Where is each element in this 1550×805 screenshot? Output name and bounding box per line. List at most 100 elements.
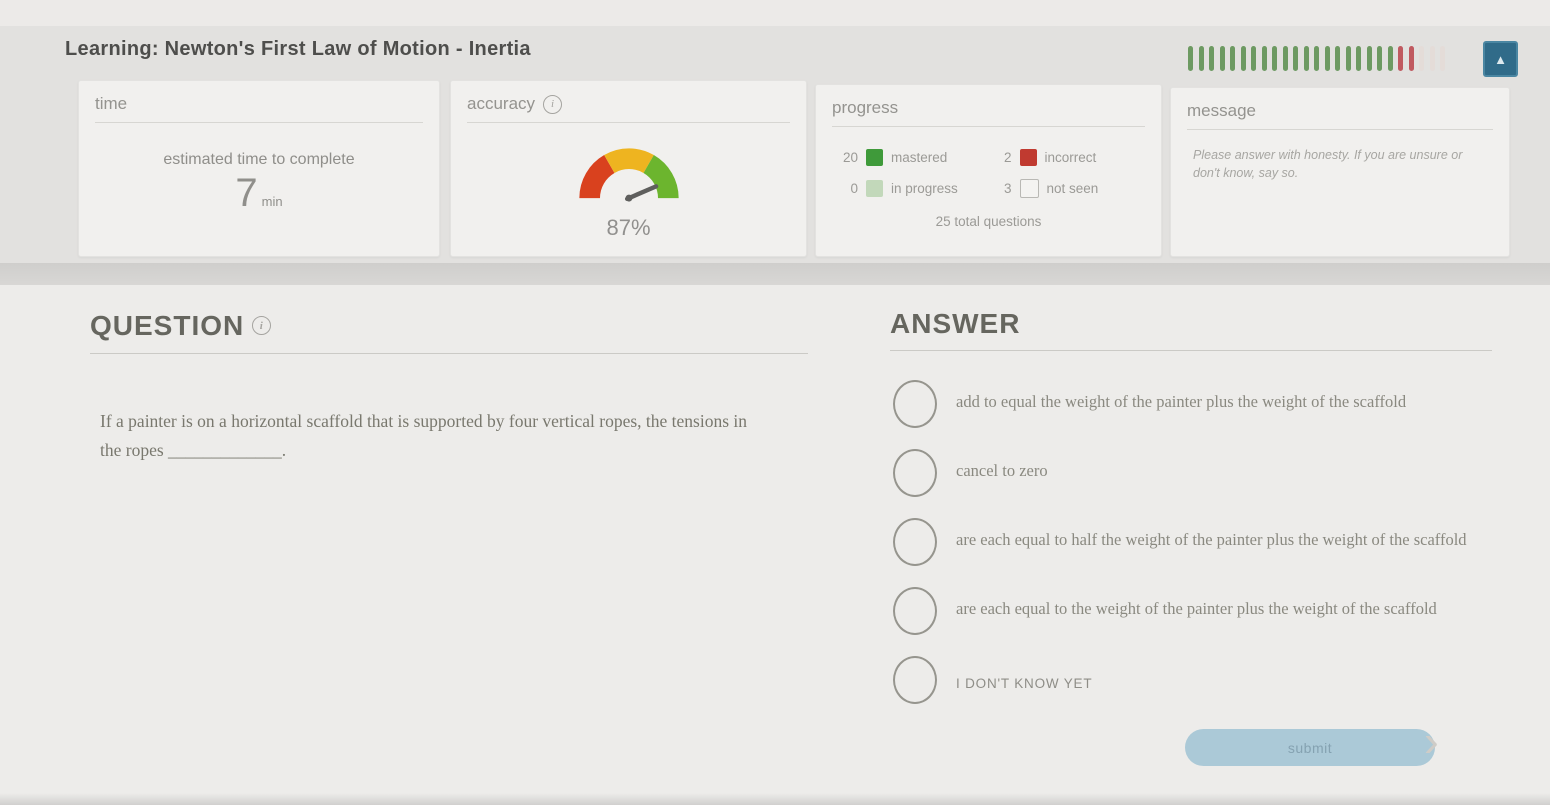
not-seen-label: not seen xyxy=(1046,181,1099,196)
tick-mastered xyxy=(1293,46,1298,71)
question-text: If a painter is on a horizontal scaffold… xyxy=(100,411,748,460)
progress-stat-incorrect: 2 incorrect xyxy=(996,149,1144,166)
time-caption: estimated time to complete xyxy=(163,151,355,168)
tick-mastered xyxy=(1240,46,1246,71)
radio-circle-icon[interactable] xyxy=(893,380,937,428)
tick-mastered xyxy=(1272,46,1277,71)
answer-option-label: cancel to zero xyxy=(956,461,1048,480)
tick-mastered xyxy=(1324,46,1330,71)
collapse-panel-button[interactable]: ▲ xyxy=(1483,41,1518,77)
tick-mastered xyxy=(1251,46,1256,71)
tick-mastered xyxy=(1230,46,1235,71)
answer-option-label: are each equal to the weight of the pain… xyxy=(956,599,1437,618)
mastered-swatch xyxy=(866,149,883,166)
tick-mastered xyxy=(1356,46,1361,71)
radio-circle-icon[interactable] xyxy=(893,587,937,635)
message-card-label: message xyxy=(1187,101,1256,120)
time-card-header: time xyxy=(95,94,423,123)
answer-option-1[interactable]: add to equal the weight of the painter p… xyxy=(893,380,1493,428)
time-number: 7 xyxy=(235,171,258,215)
section-divider xyxy=(0,263,1550,285)
tick-mastered xyxy=(1303,46,1309,71)
main-section: QUESTION i If a painter is on a horizont… xyxy=(0,285,1550,805)
tick-mastered xyxy=(1198,46,1204,71)
accuracy-card-header: accuracy i xyxy=(467,94,790,123)
progress-stat-in-progress: 0 in progress xyxy=(842,179,990,198)
submit-button[interactable]: submit xyxy=(1185,729,1435,766)
time-value: 7 min xyxy=(79,171,439,216)
in-progress-label: in progress xyxy=(891,181,958,196)
mastered-label: mastered xyxy=(891,150,948,165)
progress-card-label: progress xyxy=(832,98,899,117)
accuracy-card: accuracy i 87% xyxy=(450,80,807,257)
tick-mastered xyxy=(1219,46,1225,71)
answer-option-label: I DON'T KNOW YET xyxy=(956,676,1093,691)
answer-option-label: add to equal the weight of the painter p… xyxy=(956,392,1407,411)
gauge-arc-red xyxy=(578,155,615,199)
tick-mastered xyxy=(1261,46,1267,71)
tick-mastered xyxy=(1366,46,1372,71)
question-info-icon[interactable]: i xyxy=(252,316,272,335)
time-unit: min xyxy=(261,194,283,209)
mastered-count: 20 xyxy=(842,150,858,165)
answer-options: add to equal the weight of the painter p… xyxy=(893,380,1493,704)
tick-incorrect xyxy=(1408,46,1414,71)
tick-mastered xyxy=(1345,46,1351,71)
radio-circle-icon[interactable] xyxy=(893,656,937,704)
gauge-arc-yellow xyxy=(603,148,654,174)
answer-heading: ANSWER xyxy=(890,308,1020,340)
incorrect-count: 2 xyxy=(1003,150,1012,165)
tick-mastered xyxy=(1282,46,1288,71)
answer-option-2[interactable]: cancel to zero xyxy=(893,449,1493,497)
progress-card: progress 20 mastered 2 incorrect 0 in progres… xyxy=(815,84,1162,257)
question-heading: QUESTION i xyxy=(90,310,272,342)
answer-rule xyxy=(890,350,1492,351)
triangle-up-icon: ▲ xyxy=(1494,51,1507,67)
progress-stat-not-seen: 3 not seen xyxy=(996,179,1144,198)
accuracy-card-label: accuracy xyxy=(467,94,536,113)
tick-incorrect xyxy=(1398,46,1403,71)
gauge-svg xyxy=(578,148,679,202)
radio-circle-icon[interactable] xyxy=(893,518,937,566)
radio-circle-icon[interactable] xyxy=(893,449,937,497)
info-icon[interactable]: i xyxy=(543,94,563,114)
tick-not-seen xyxy=(1440,46,1445,71)
progress-total: 25 total questions xyxy=(935,214,1042,229)
page-title: Learning: Newton's First Law of Motion -… xyxy=(65,38,531,60)
question-rule xyxy=(90,353,808,354)
progress-stat-mastered: 20 mastered xyxy=(842,149,990,166)
progress-card-header: progress xyxy=(832,98,1145,127)
tick-mastered xyxy=(1387,46,1393,71)
in-progress-count: 0 xyxy=(850,181,858,196)
message-body: Please answer with honesty. If you are u… xyxy=(1193,148,1463,181)
tick-mastered xyxy=(1188,46,1193,71)
progress-stats: 20 mastered 2 incorrect 0 in progress 3 not see… xyxy=(842,149,1143,198)
accuracy-percent: 87% xyxy=(606,215,651,240)
answer-option-label: are each equal to half the weight of the… xyxy=(956,530,1467,549)
message-card-header: message xyxy=(1187,101,1493,130)
in-progress-swatch xyxy=(866,180,883,197)
progress-tickbar xyxy=(1188,46,1445,71)
answer-option-3[interactable]: are each equal to half the weight of the… xyxy=(893,518,1493,566)
gauge-needle xyxy=(624,184,658,202)
top-strip xyxy=(0,0,1550,26)
answer-option-5[interactable]: I DON'T KNOW YET xyxy=(893,656,1493,704)
incorrect-swatch xyxy=(1019,149,1037,166)
not-seen-count: 3 xyxy=(1003,181,1012,196)
message-card: message Please answer with honesty. If y… xyxy=(1170,87,1510,257)
question-heading-label: QUESTION xyxy=(90,310,245,341)
answer-option-4[interactable]: are each equal to the weight of the pain… xyxy=(893,587,1493,635)
accuracy-gauge xyxy=(451,137,806,213)
gauge-arc-green xyxy=(642,155,679,199)
tick-mastered xyxy=(1209,46,1214,71)
bottom-shade xyxy=(0,793,1550,805)
incorrect-label: incorrect xyxy=(1044,150,1097,165)
time-card: time estimated time to complete 7 min xyxy=(78,80,440,257)
tick-not-seen xyxy=(1419,46,1424,71)
tick-mastered xyxy=(1314,46,1319,71)
tick-mastered xyxy=(1335,46,1340,71)
time-card-label: time xyxy=(95,94,128,113)
not-seen-swatch xyxy=(1019,179,1039,198)
tick-not-seen xyxy=(1429,46,1435,71)
